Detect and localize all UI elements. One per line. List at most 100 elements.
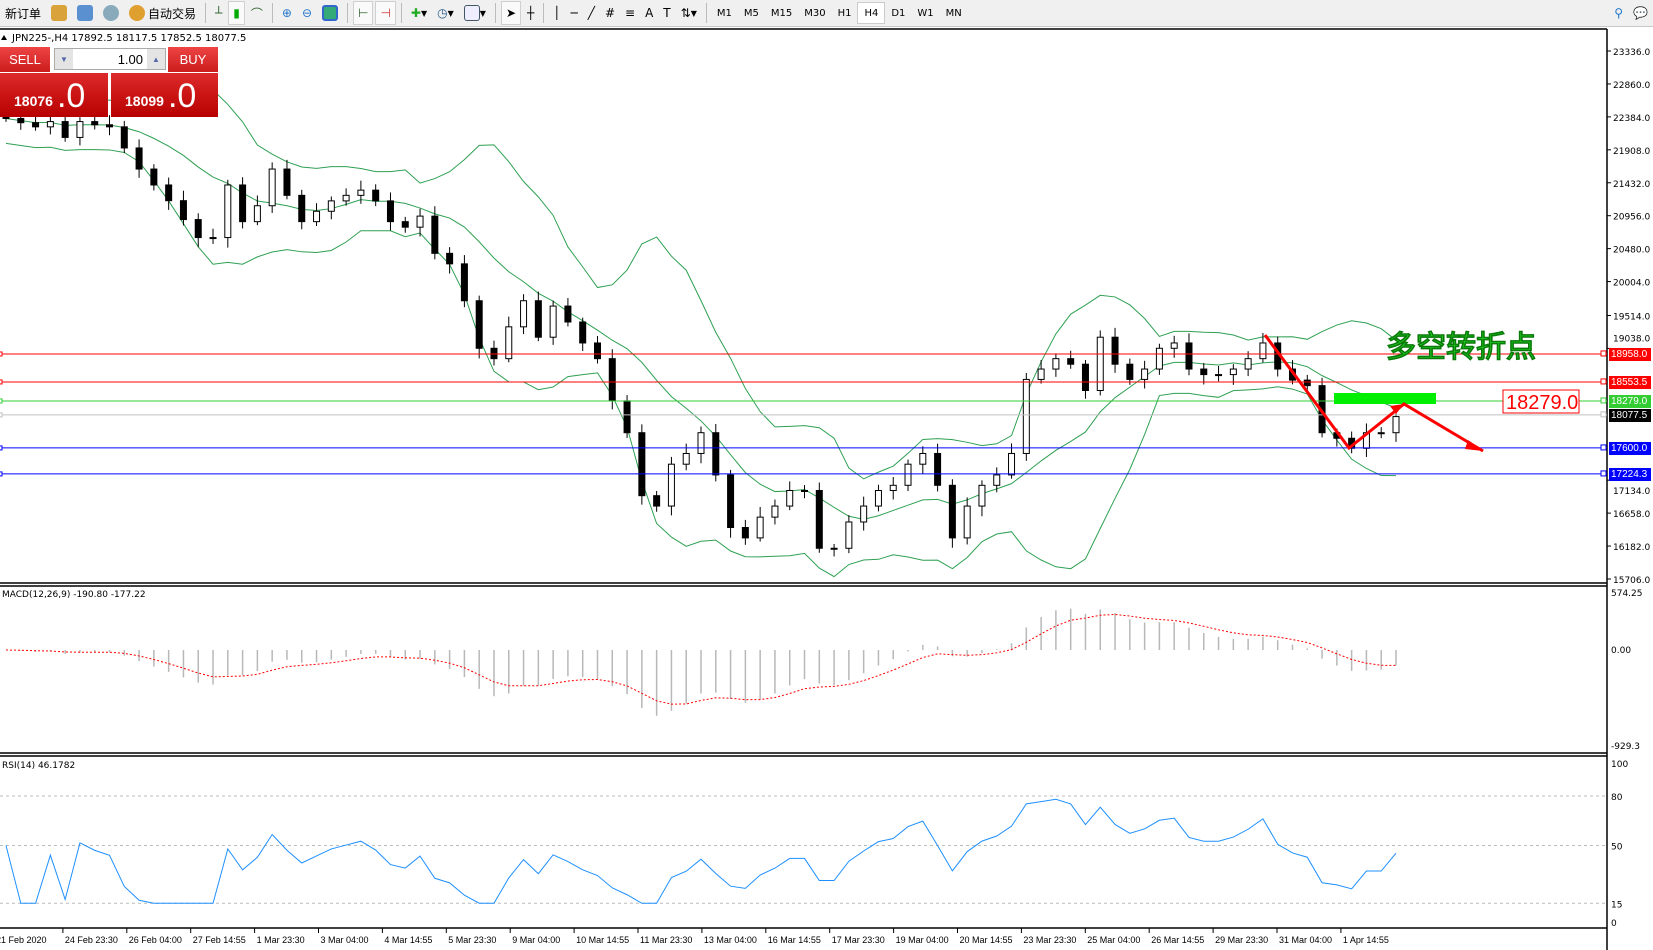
buy-price-fraction: .0 xyxy=(167,77,197,115)
price-tick-label: 15706.0 xyxy=(1613,576,1650,586)
candle-body xyxy=(934,452,942,486)
fibonacci-icon: # xyxy=(604,6,615,20)
chart-header: JPN225-,H4 17892.5 18117.5 17852.5 18077… xyxy=(11,33,246,44)
trendline-button[interactable]: ╱ xyxy=(584,1,599,25)
candle-body xyxy=(32,122,40,128)
sell-button[interactable]: SELL xyxy=(0,47,50,72)
volume-input[interactable]: 1.00 xyxy=(117,51,143,67)
trend-arrow-path[interactable] xyxy=(1263,334,1484,453)
candle-body xyxy=(1008,452,1016,476)
signals-button[interactable] xyxy=(99,1,123,25)
data-window-button[interactable] xyxy=(73,1,97,25)
buy-button[interactable]: BUY xyxy=(168,47,218,72)
candle-body xyxy=(106,124,114,128)
timeframe-w1[interactable]: W1 xyxy=(917,7,934,19)
time-tick-label: 9 Mar 04:00 xyxy=(512,935,560,945)
timeframe-h1[interactable]: H1 xyxy=(837,7,852,19)
candle-body xyxy=(1200,368,1208,376)
tile-windows-button[interactable] xyxy=(318,1,342,25)
buy-price-button[interactable]: 18099.0 xyxy=(111,73,218,117)
timeframe-mn[interactable]: MN xyxy=(945,7,962,19)
rsi-axis-label: 80 xyxy=(1611,793,1623,803)
candle-body xyxy=(135,147,143,170)
candle-body xyxy=(505,326,513,360)
autoscroll-button[interactable]: ⊣ xyxy=(375,1,396,25)
time-tick-label: 5 Mar 23:30 xyxy=(448,935,496,945)
horizontal-line-button[interactable]: ─ xyxy=(566,1,581,25)
chat-button[interactable]: 💬 xyxy=(1629,1,1652,25)
macd-axis-label: 0.00 xyxy=(1611,646,1631,656)
timeframe-h4[interactable]: H4 xyxy=(857,2,886,24)
price-tick-label: 20956.0 xyxy=(1613,213,1650,223)
candles xyxy=(2,111,1400,557)
candle-body xyxy=(963,505,971,539)
price-tick-label: 17134.0 xyxy=(1613,487,1650,497)
chat-icon: 💬 xyxy=(1633,6,1648,20)
price-tick-label: 19038.0 xyxy=(1613,334,1650,344)
text-label-icon: T xyxy=(663,6,671,20)
candlestick-button[interactable]: ▮ xyxy=(228,1,245,25)
price-tick-label: 22384.0 xyxy=(1613,114,1650,124)
candle-body xyxy=(61,121,69,138)
rsi-axis-label: 50 xyxy=(1611,843,1623,853)
bollinger-bands xyxy=(5,86,1397,578)
candle-body xyxy=(993,474,1001,486)
data-window-icon xyxy=(77,5,94,21)
candle-body xyxy=(534,300,542,338)
zoom-out-button[interactable]: ⊖ xyxy=(298,1,316,25)
level-handle xyxy=(1600,378,1607,385)
resistance-zone[interactable] xyxy=(1334,393,1436,404)
volume-up-button[interactable]: ▲ xyxy=(147,49,165,69)
price-tick-label: 20480.0 xyxy=(1613,246,1650,256)
periods-button[interactable]: ◷ ▼ xyxy=(433,1,458,25)
cursor-button[interactable]: ➤ xyxy=(500,1,521,25)
sell-price-button[interactable]: 18076.0 xyxy=(0,73,108,117)
vertical-line-button[interactable]: │ xyxy=(549,1,564,25)
timeframe-m5[interactable]: M5 xyxy=(743,7,759,19)
volume-down-button[interactable]: ▼ xyxy=(55,49,73,69)
candle-body xyxy=(815,489,823,549)
text-button[interactable]: A xyxy=(641,1,657,25)
new-indicator-button[interactable]: ✚ ▼ xyxy=(407,1,431,25)
price-label-box[interactable] xyxy=(1502,389,1580,414)
time-tick-label: 16 Mar 14:55 xyxy=(768,935,821,945)
chart-shift-button[interactable]: ⊢ xyxy=(353,1,374,25)
candle-body xyxy=(712,432,720,476)
price-tick-label: 16182.0 xyxy=(1613,543,1650,553)
templates-button[interactable]: ▼ xyxy=(460,1,490,25)
arrows-button[interactable]: ⇅ ▼ xyxy=(677,1,701,25)
crosshair-button[interactable]: ┼ xyxy=(523,1,538,25)
bar-chart-button[interactable]: ┴ xyxy=(211,1,226,25)
new-order-button[interactable]: 新订单 xyxy=(1,1,45,25)
text-label-button[interactable]: T xyxy=(659,1,674,25)
time-tick-label: 29 Mar 23:30 xyxy=(1215,935,1268,945)
line-chart-button[interactable]: ⌒ xyxy=(247,1,267,25)
timeframe-m1[interactable]: M1 xyxy=(716,7,732,19)
price-level-label: 17600.0 xyxy=(1609,441,1651,455)
one-click-trading-panel: SELL ▼ 1.00 ▲ BUY 18076.0 18099.0 xyxy=(0,47,220,119)
candle-body xyxy=(446,252,454,265)
dropdown-arrow-icon: ▼ xyxy=(479,8,486,18)
collapse-triangle-icon[interactable] xyxy=(1,35,7,40)
auto-trading-button[interactable]: 自动交易 xyxy=(125,1,200,25)
search-button[interactable]: ⚲ xyxy=(1610,1,1627,25)
timeframe-m15[interactable]: M15 xyxy=(770,7,793,19)
turning-point-text[interactable]: 多空转折点 xyxy=(1386,330,1537,366)
sell-price: 18076 xyxy=(14,93,53,109)
candle-body xyxy=(239,184,247,223)
fibonacci-button[interactable]: # xyxy=(601,1,619,25)
price-level-label: 17224.3 xyxy=(1609,467,1651,481)
time-tick-label: 1 Apr 14:55 xyxy=(1343,935,1389,945)
time-tick-label: 4 Mar 14:55 xyxy=(384,935,432,945)
market-watch-button[interactable] xyxy=(47,1,71,25)
timeframe-m30[interactable]: M30 xyxy=(804,7,826,19)
zoom-in-button[interactable]: ⊕ xyxy=(278,1,296,25)
bollinger-middle xyxy=(5,117,1397,520)
timeframe-d1[interactable]: D1 xyxy=(891,7,906,19)
fibo-lines-button[interactable]: ≡ xyxy=(621,1,639,25)
rsi-axis-label: 15 xyxy=(1611,900,1622,910)
candle-body xyxy=(46,121,54,128)
level-handle xyxy=(0,351,3,357)
candle-body xyxy=(874,489,882,507)
annotations: 18279.0 多空转折点 xyxy=(1263,330,1580,453)
